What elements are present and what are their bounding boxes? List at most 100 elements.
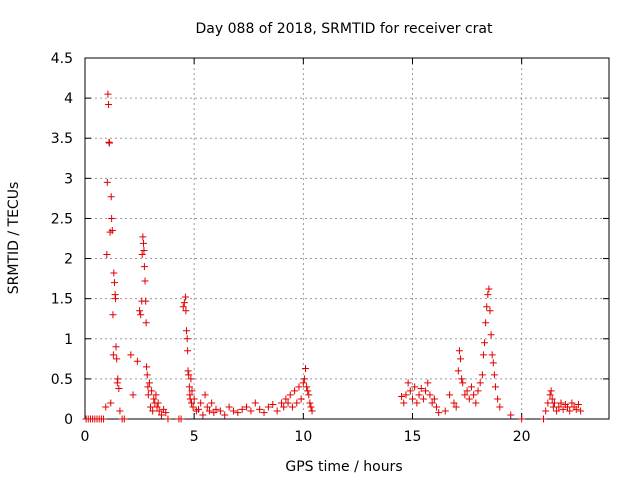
data-point: [295, 383, 303, 391]
data-point: [133, 357, 141, 365]
data-point: [190, 395, 198, 403]
data-point: [155, 407, 163, 415]
data-point: [103, 251, 111, 259]
data-point: [300, 375, 308, 383]
data-point: [195, 405, 203, 413]
data-point: [433, 403, 441, 411]
data-point: [109, 311, 117, 319]
y-tick-label: 3.5: [51, 131, 73, 147]
data-point: [154, 399, 162, 407]
data-point: [112, 343, 120, 351]
data-point: [424, 379, 432, 387]
x-tick-label: 20: [513, 429, 531, 445]
data-point: [157, 411, 165, 419]
data-point: [540, 415, 547, 423]
data-point: [143, 363, 151, 371]
data-point: [559, 405, 567, 413]
data-point: [413, 399, 421, 407]
data-point: [112, 295, 120, 303]
data-point: [450, 399, 458, 407]
x-tick-label: 15: [404, 429, 422, 445]
data-point: [140, 263, 148, 271]
data-point: [548, 395, 556, 403]
data-point: [291, 387, 299, 395]
data-point: [282, 395, 290, 403]
data-point: [490, 371, 498, 379]
data-point: [406, 387, 414, 395]
data-point: [485, 285, 493, 293]
data-point: [145, 379, 153, 387]
data-point: [149, 407, 157, 415]
data-point: [457, 355, 465, 363]
data-point: [544, 399, 552, 407]
data-point: [140, 247, 148, 255]
data-point: [577, 407, 585, 415]
data-point: [201, 391, 209, 399]
data-point: [474, 387, 482, 395]
data-point: [221, 411, 229, 419]
data-point: [142, 319, 150, 327]
y-tick-label: 3: [64, 171, 73, 187]
data-point: [461, 391, 469, 399]
data-point: [269, 401, 277, 409]
data-point: [256, 405, 264, 413]
data-point: [486, 307, 494, 315]
data-point: [260, 409, 268, 417]
y-tick-label: 0: [64, 412, 73, 428]
data-point: [189, 403, 197, 411]
data-point: [184, 367, 192, 375]
data-point: [482, 319, 490, 327]
data-point: [110, 269, 118, 277]
x-tick-label: 10: [294, 429, 312, 445]
data-point: [411, 383, 419, 391]
data-point: [459, 379, 467, 387]
data-point: [481, 339, 489, 347]
data-point: [216, 407, 224, 415]
data-point: [491, 383, 499, 391]
data-point: [550, 399, 558, 407]
data-point: [247, 407, 255, 415]
data-point: [303, 383, 311, 391]
data-point: [278, 399, 285, 407]
data-point: [441, 407, 449, 415]
data-point: [103, 178, 111, 186]
data-point: [299, 379, 307, 387]
data-point: [129, 391, 137, 399]
data-point: [404, 379, 412, 387]
y-tick-label: 2: [64, 252, 73, 268]
data-point: [184, 347, 192, 355]
data-point: [110, 279, 118, 287]
data-point: [483, 303, 491, 311]
y-tick-labels: 0 0.5 1 1.5 2 2.5 3 3.5 4 4.5: [51, 51, 73, 428]
data-point: [479, 351, 487, 359]
data-point: [306, 399, 314, 407]
data-point: [109, 351, 117, 359]
data-point: [187, 375, 195, 383]
data-point: [402, 391, 410, 399]
data-point: [229, 407, 237, 415]
data-point: [142, 297, 150, 305]
data-point: [542, 407, 550, 415]
data-point: [152, 391, 160, 399]
data-point: [115, 385, 123, 393]
data-point: [238, 405, 246, 413]
y-tick-label: 4: [64, 91, 73, 107]
data-point: [185, 383, 193, 391]
data-point: [472, 399, 480, 407]
x-tick-label: 5: [190, 429, 199, 445]
data-point: [188, 399, 196, 407]
data-point: [400, 399, 408, 407]
data-point: [304, 387, 312, 395]
data-point: [180, 299, 188, 307]
data-point: [179, 303, 187, 311]
y-tick-label: 1.5: [51, 292, 73, 308]
data-point: [199, 411, 207, 419]
data-point: [225, 403, 233, 411]
data-point: [137, 311, 145, 319]
data-point: [100, 415, 108, 423]
data-point: [302, 364, 310, 372]
y-tick-label: 0.5: [51, 372, 73, 388]
plot-frame: [84, 57, 610, 420]
data-point: [234, 409, 242, 417]
